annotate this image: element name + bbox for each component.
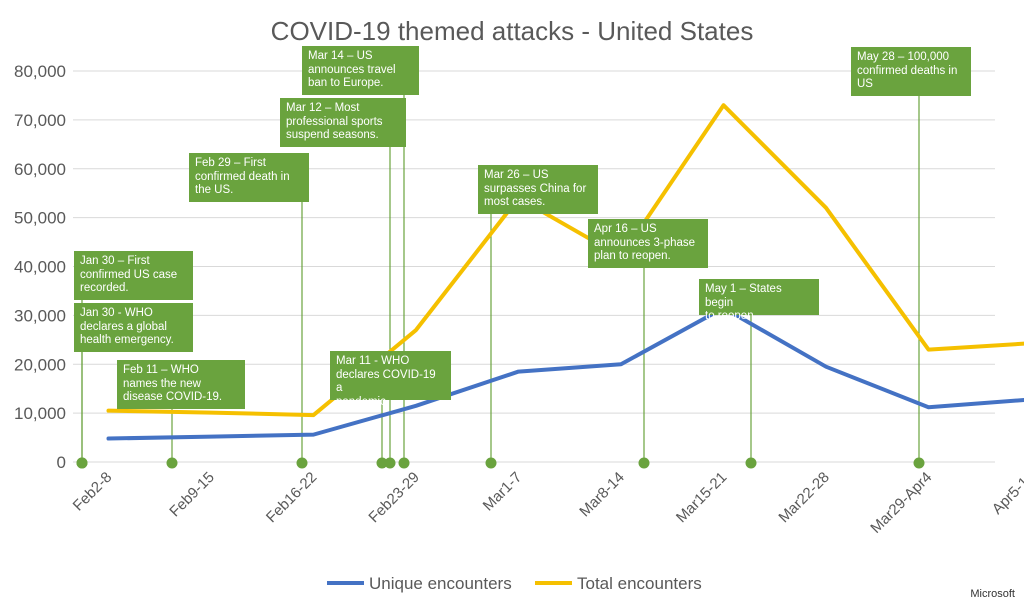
x-tick-label: Feb9-15 <box>166 469 218 521</box>
legend-label-total: Total encounters <box>577 574 702 593</box>
x-tick-label: Mar8-14 <box>576 469 628 521</box>
annotation-dot <box>166 457 178 469</box>
annotation-box: Apr 16 – US announces 3-phase plan to re… <box>588 219 708 268</box>
annotation-box: Feb 29 – First confirmed death in the US… <box>189 153 309 202</box>
annotation-box: Jan 30 – First confirmed US case recorde… <box>74 251 193 300</box>
x-tick-label: Mar15-21 <box>673 469 730 526</box>
annotation-box: Mar 26 – US surpasses China for most cas… <box>478 165 598 214</box>
legend: Unique encounters Total encounters <box>327 574 702 593</box>
y-tick-label: 20,000 <box>14 355 66 374</box>
annotation-dot <box>638 457 650 469</box>
annotation-box: May 28 – 100,000 confirmed deaths in US <box>851 47 971 96</box>
series-line-total <box>106 103 1024 418</box>
x-tick-label: Feb16-22 <box>263 469 320 526</box>
annotation-dot <box>745 457 757 469</box>
annotation-dots <box>76 457 925 469</box>
y-tick-label: 50,000 <box>14 209 66 228</box>
y-tick-label: 30,000 <box>14 306 66 325</box>
credit-label: Microsoft <box>970 588 1015 600</box>
annotation-dot <box>376 457 388 469</box>
annotation-dot <box>398 457 410 469</box>
series-lines <box>106 103 1024 441</box>
x-axis-ticks: Feb2-8 Feb9-15 Feb16-22 Feb23-29 Mar1-7 Mar8-… <box>70 469 1024 537</box>
x-tick-label: Feb2-8 <box>70 469 116 515</box>
annotation-dot <box>384 457 396 469</box>
annotation-box: Jan 30 - WHO declares a global health em… <box>74 303 193 352</box>
y-tick-label: 10,000 <box>14 404 66 423</box>
annotation-dot <box>485 457 497 469</box>
chart-title: COVID-19 themed attacks - United States <box>271 16 754 46</box>
annotation-dot <box>76 457 88 469</box>
x-tick-label: Feb23-29 <box>365 469 422 526</box>
annotation-box: Feb 11 – WHO names the new disease COVID… <box>117 360 245 409</box>
x-tick-label: Mar1-7 <box>480 469 526 515</box>
legend-label-unique: Unique encounters <box>369 574 512 593</box>
annotation-dot <box>296 457 308 469</box>
annotation-box: Mar 11 - WHO declares COVID-19 a pandemi… <box>330 351 451 408</box>
y-tick-label: 0 <box>57 453 66 472</box>
series-line-unique <box>106 306 1024 441</box>
y-tick-label: 60,000 <box>14 160 66 179</box>
x-tick-label: Apr5-11 <box>989 469 1024 518</box>
annotation-box: Mar 14 – US announces travel ban to Euro… <box>302 46 419 95</box>
annotation-box: May 1 – States begin to reopen. <box>699 279 819 322</box>
annotation-dot <box>913 457 925 469</box>
annotation-box: Mar 12 – Most professional sports suspen… <box>280 98 406 147</box>
y-tick-label: 80,000 <box>14 62 66 81</box>
y-tick-label: 40,000 <box>14 258 66 277</box>
x-tick-label: Mar29-Apr4 <box>867 469 935 537</box>
annotation-leader-lines <box>81 95 920 463</box>
y-tick-label: 70,000 <box>14 111 66 130</box>
y-axis-ticks: 0 10,000 20,000 30,000 40,000 50,000 60,000 70,… <box>14 62 66 472</box>
x-tick-label: Mar22-28 <box>775 469 832 526</box>
